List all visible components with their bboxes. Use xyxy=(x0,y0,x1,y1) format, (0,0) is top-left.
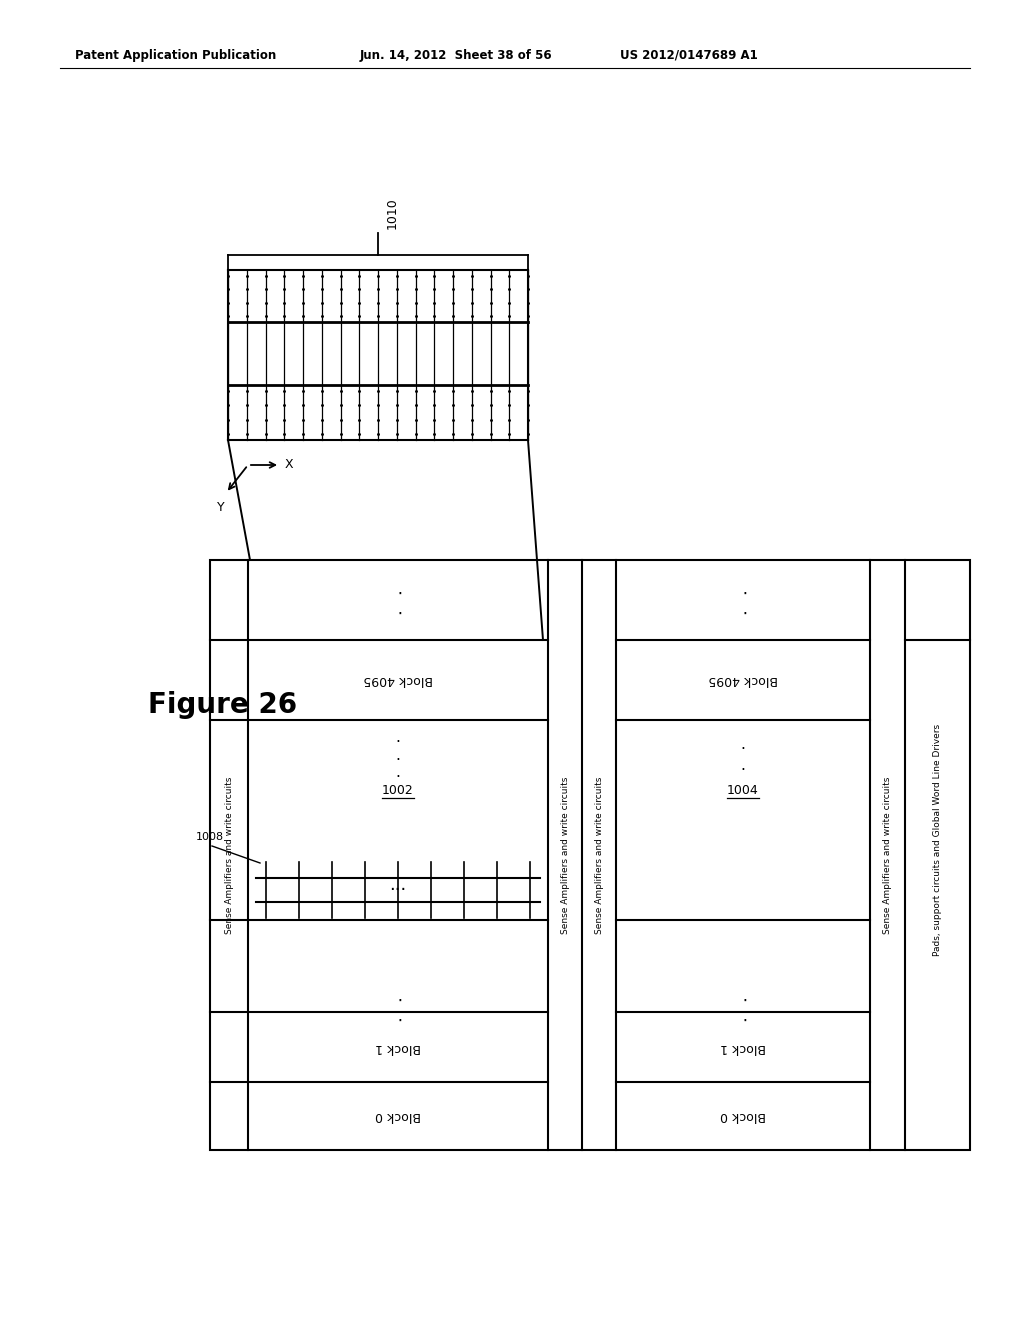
Text: Pads, support circuits and Global Word Line Drivers: Pads, support circuits and Global Word L… xyxy=(933,723,942,956)
Text: US 2012/0147689 A1: US 2012/0147689 A1 xyxy=(620,49,758,62)
Text: ·
·: · · xyxy=(395,987,400,1027)
Text: Block 4095: Block 4095 xyxy=(364,673,433,686)
Text: Block 0: Block 0 xyxy=(720,1110,766,1122)
Text: Block 1: Block 1 xyxy=(720,1040,766,1053)
Text: Sense Amplifiers and write circuits: Sense Amplifiers and write circuits xyxy=(883,776,892,933)
Text: 1010: 1010 xyxy=(386,197,399,228)
Text: Sense Amplifiers and write circuits: Sense Amplifiers and write circuits xyxy=(560,776,569,933)
Text: Y: Y xyxy=(217,502,225,513)
Text: ·
·: · · xyxy=(740,742,745,777)
Text: 1002: 1002 xyxy=(382,784,414,796)
Text: X: X xyxy=(285,458,294,471)
Text: Sense Amplifiers and write circuits: Sense Amplifiers and write circuits xyxy=(224,776,233,933)
Text: ·
·: · · xyxy=(740,581,745,619)
Text: Block 4095: Block 4095 xyxy=(709,673,778,686)
Text: 1004: 1004 xyxy=(727,784,759,796)
Text: Block 0: Block 0 xyxy=(375,1110,421,1122)
Text: ·
·
·: · · · xyxy=(395,735,400,785)
Text: ···: ··· xyxy=(389,880,407,899)
Text: Patent Application Publication: Patent Application Publication xyxy=(75,49,276,62)
Text: ·
·: · · xyxy=(395,581,400,619)
Text: Figure 26: Figure 26 xyxy=(148,690,297,719)
Text: Sense Amplifiers and write circuits: Sense Amplifiers and write circuits xyxy=(595,776,603,933)
Text: Block 1: Block 1 xyxy=(375,1040,421,1053)
Bar xyxy=(210,560,970,1150)
Text: 1008: 1008 xyxy=(196,832,224,842)
Text: Jun. 14, 2012  Sheet 38 of 56: Jun. 14, 2012 Sheet 38 of 56 xyxy=(360,49,553,62)
Text: ·
·: · · xyxy=(740,987,745,1027)
